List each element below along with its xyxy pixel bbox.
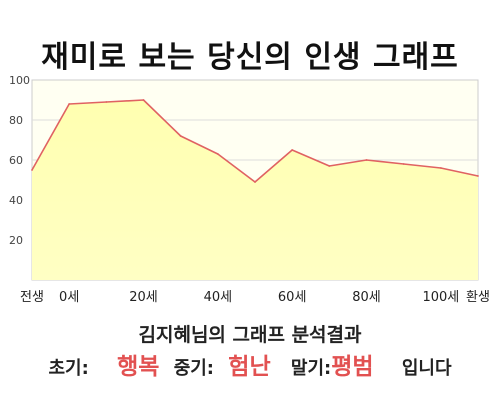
data-point [439,167,442,169]
x-tick-label: 80세 [352,290,381,305]
data-point [328,165,331,167]
x-axis-ticks: 전생 0세 20세 40세 60세 80세 100세 환생 [20,290,490,305]
x-tick-label: 60세 [278,290,307,305]
area-shape [32,100,478,280]
data-point [291,149,294,151]
data-point [142,99,145,101]
early-label: 초기: [48,358,89,379]
data-point [105,101,108,103]
x-tick-label: 100세 [422,290,459,305]
x-tick-label: 환생 [466,290,490,305]
mid-label: 중기: [173,358,215,379]
x-tick-label: 0세 [59,290,79,305]
data-point [31,169,33,171]
data-point [68,103,71,105]
series-line [31,99,479,183]
y-tick-label: 80 [9,114,23,127]
mid-value: 험난 [228,354,271,380]
data-point [254,181,256,183]
result-heading: 김지혜님의 그래프 분석결과 [138,324,362,346]
data-point [216,153,219,155]
early-value: 행복 [117,354,160,380]
y-tick-label: 40 [9,194,23,207]
late-label: 말기: [290,358,332,379]
data-point [179,135,182,137]
result-suffix: 입니다 [401,358,452,379]
data-point [402,163,405,165]
data-point [365,159,368,161]
data-point [477,175,479,177]
late-value: 평범 [331,354,374,380]
result-summary: 초기: 행복 중기: 험난 말기:평범 입니다 [0,347,500,381]
y-tick-label: 60 [9,154,23,167]
x-tick-label: 전생 [20,290,44,305]
y-tick-label: 100 [9,74,30,87]
y-axis-ticks: 20 40 60 80 100 [9,74,30,247]
chart-title: 재미로 보는 당신의 인생 그래프 [41,40,459,75]
y-tick-label: 20 [9,234,23,247]
x-tick-label: 40세 [204,290,233,305]
area-fill [32,100,478,280]
x-tick-label: 20세 [129,290,158,305]
